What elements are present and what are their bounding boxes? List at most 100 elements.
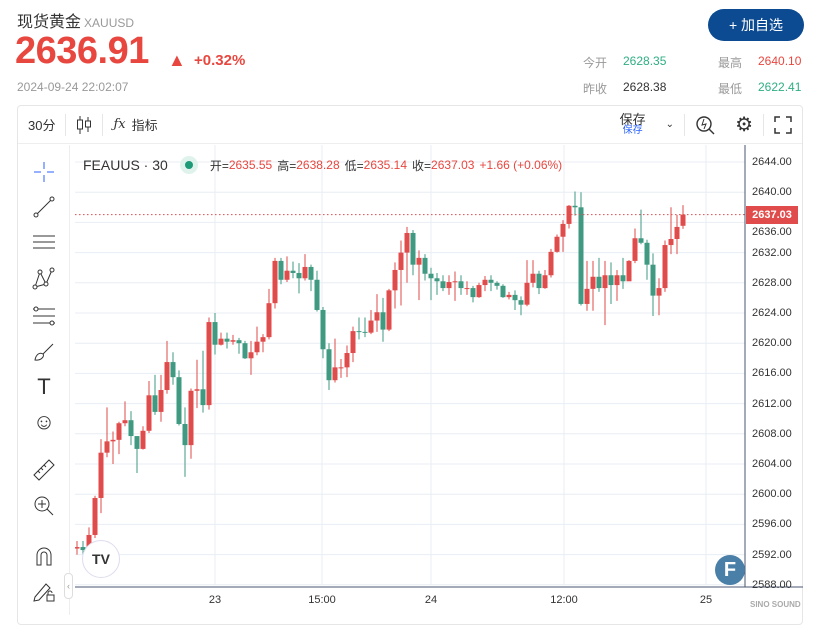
- stat-label: 今开: [583, 56, 608, 70]
- replay-icon[interactable]: [685, 106, 725, 143]
- candle-body: [386, 290, 392, 330]
- chevron-down-icon[interactable]: ⌄: [665, 119, 675, 130]
- price-chart[interactable]: [75, 145, 803, 616]
- candle-body: [176, 377, 182, 424]
- x-tick-label: 15:00: [308, 594, 336, 606]
- candle-body: [482, 279, 488, 286]
- candle-body: [500, 285, 506, 298]
- legend-high: 2638.28: [296, 158, 340, 172]
- legend-open: 2635.55: [228, 158, 273, 172]
- candle-body: [422, 257, 428, 274]
- candle-body: [356, 331, 362, 333]
- save-button[interactable]: 保存 保存: [610, 106, 656, 143]
- candle-body: [170, 362, 176, 378]
- gear-icon[interactable]: ⚙: [735, 114, 753, 136]
- watermark: SINO SOUND: [750, 600, 801, 609]
- stat-high: 2640.10: [758, 54, 802, 68]
- interval-button[interactable]: 30分: [28, 118, 56, 133]
- candle-body: [512, 294, 518, 301]
- candle-body: [404, 232, 410, 253]
- add-watchlist-button[interactable]: + 加自选: [708, 9, 804, 41]
- candle-body: [242, 343, 248, 359]
- candle-body: [92, 497, 98, 535]
- candle-body: [656, 288, 662, 296]
- candle-body: [230, 340, 236, 342]
- candle-body: [584, 288, 590, 304]
- candle-body: [410, 232, 416, 265]
- collapse-toolbar-button[interactable]: ‹: [64, 573, 73, 599]
- candle-body: [572, 205, 578, 208]
- current-price: 2636.91: [15, 30, 149, 72]
- arrow-up-icon: ▲: [168, 50, 186, 70]
- candle-body: [152, 395, 158, 412]
- save-sublabel: 保存: [622, 125, 643, 136]
- legend-low: 2635.14: [363, 158, 408, 172]
- candle-body: [416, 257, 422, 265]
- legend-symbol: FEAUUS · 30: [83, 157, 168, 173]
- candle-body: [518, 300, 524, 305]
- candle-body: [626, 260, 632, 282]
- candle-body: [332, 367, 338, 381]
- candle-body: [632, 238, 638, 261]
- legend-close: 2637.03: [431, 158, 475, 172]
- candle-body: [122, 420, 128, 424]
- y-tick-label: 2592.00: [752, 548, 792, 561]
- text-icon[interactable]: T: [37, 374, 51, 399]
- candle-body: [470, 288, 476, 298]
- pattern-icon[interactable]: [31, 266, 57, 292]
- candle-body: [524, 282, 530, 305]
- y-tick-label: 2644.00: [752, 156, 792, 168]
- candle-body: [206, 322, 212, 406]
- lock-draw-icon[interactable]: [31, 579, 57, 605]
- candle-body: [476, 285, 482, 298]
- candle-body: [458, 281, 464, 289]
- indicators-button[interactable]: ƒx 指标: [103, 106, 167, 143]
- divider: [65, 113, 67, 136]
- stat-prev-close: 2628.38: [623, 80, 667, 94]
- brush-icon[interactable]: [31, 339, 57, 365]
- legend-high-label: 高=: [277, 158, 297, 173]
- emoji-icon[interactable]: ☺: [32, 409, 56, 434]
- fib-icon[interactable]: [31, 303, 57, 329]
- candle-body: [158, 390, 164, 412]
- magnet-icon[interactable]: [31, 543, 57, 569]
- candle-body: [350, 331, 356, 354]
- candle-body: [110, 439, 116, 442]
- candle-body: [314, 279, 320, 310]
- candle-body: [212, 322, 218, 345]
- candle-body: [302, 266, 308, 279]
- last-price-label: 2637.03: [746, 205, 798, 224]
- candlestick-icon[interactable]: [66, 106, 102, 143]
- legend-low-label: 低=: [344, 158, 364, 173]
- horizontal-lines-icon[interactable]: [31, 229, 57, 255]
- candle-body: [98, 452, 104, 498]
- y-tick-label: 2616.00: [752, 367, 792, 380]
- y-tick-label: 2620.00: [752, 337, 792, 350]
- candle-body: [326, 349, 332, 381]
- candle-body: [75, 547, 80, 549]
- ruler-icon[interactable]: [31, 457, 57, 483]
- candle-body: [614, 275, 620, 286]
- zoom-in-icon[interactable]: [31, 493, 57, 519]
- candle-body: [548, 251, 554, 276]
- candle-body: [260, 337, 266, 342]
- candle-body: [428, 273, 434, 279]
- candle-body: [560, 223, 566, 237]
- tradingview-logo[interactable]: TV: [82, 540, 120, 578]
- trend-line-icon[interactable]: [31, 194, 57, 220]
- instrument-code: XAUUSD: [84, 16, 135, 30]
- candle-body: [530, 273, 536, 283]
- timestamp: 2024-09-24 22:02:07: [17, 80, 129, 94]
- candle-body: [266, 303, 272, 338]
- crosshair-icon[interactable]: [31, 159, 57, 185]
- candle-body: [320, 309, 326, 350]
- candle-body: [374, 312, 380, 321]
- candle-body: [248, 352, 254, 359]
- candle-body: [566, 205, 572, 224]
- candle-body: [296, 272, 302, 279]
- fullscreen-icon[interactable]: [764, 106, 802, 143]
- y-tick-label: 2640.00: [752, 186, 792, 199]
- candle-body: [338, 367, 344, 369]
- candle-body: [134, 436, 140, 449]
- candle-body: [116, 423, 122, 440]
